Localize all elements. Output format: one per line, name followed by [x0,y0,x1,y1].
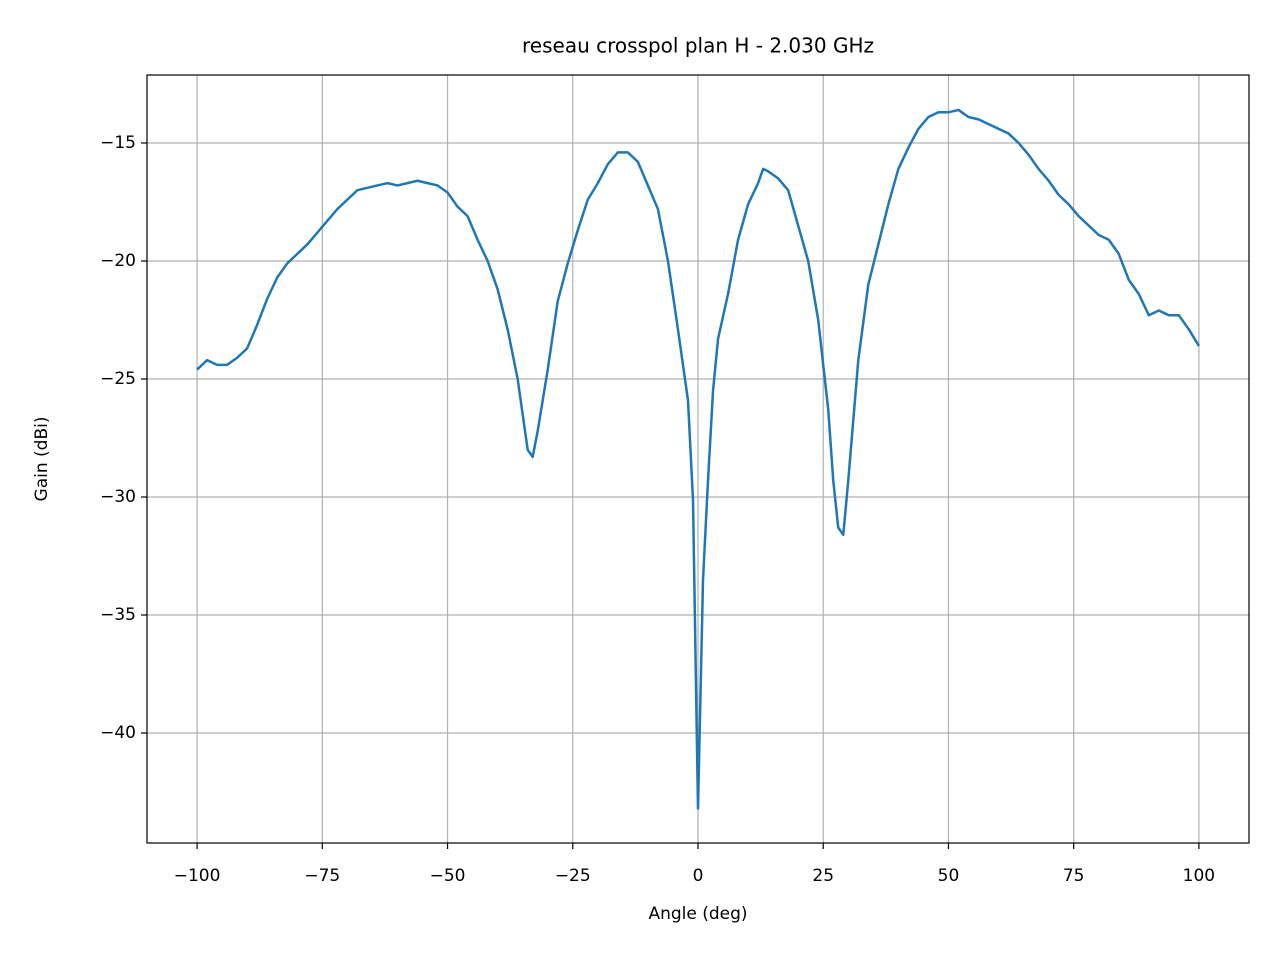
y-tick-label: −35 [100,605,136,625]
x-tick-label: −100 [174,866,221,886]
x-tick-label: 50 [938,866,960,886]
y-tick-label: −15 [100,133,136,153]
plot-frame [146,74,1250,844]
x-tick-label: −50 [430,866,466,886]
y-axis-label: Gain (dBi) [32,417,52,502]
x-tick-label: −75 [304,866,340,886]
y-tick-label: −25 [100,369,136,389]
x-tick-label: 75 [1063,866,1085,886]
x-tick-label: 100 [1183,866,1215,886]
x-tick-label: 0 [693,866,704,886]
y-tick-label: −20 [100,251,136,271]
x-tick-label: −25 [555,866,591,886]
x-tick-label: 25 [812,866,834,886]
chart-title: reseau crosspol plan H - 2.030 GHz [522,34,874,58]
x-axis-label: Angle (deg) [648,904,747,924]
y-tick-label: −40 [100,723,136,743]
y-tick-label: −30 [100,487,136,507]
data-line [196,108,1200,810]
